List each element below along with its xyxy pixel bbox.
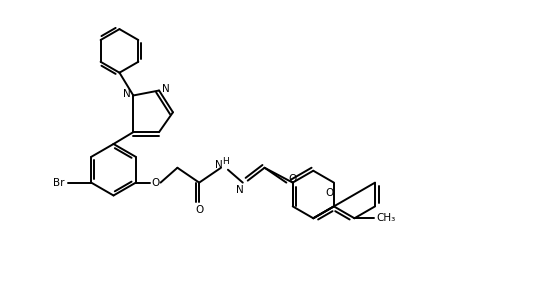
Text: O: O [195, 205, 203, 215]
Text: H: H [223, 157, 229, 166]
Text: Br: Br [53, 178, 65, 188]
Text: N: N [123, 90, 130, 100]
Text: O: O [326, 188, 334, 198]
Text: N: N [215, 160, 223, 170]
Text: CH₃: CH₃ [377, 213, 396, 223]
Text: N: N [162, 84, 170, 94]
Text: O: O [152, 178, 160, 188]
Text: O: O [288, 174, 297, 184]
Text: N: N [236, 184, 244, 194]
